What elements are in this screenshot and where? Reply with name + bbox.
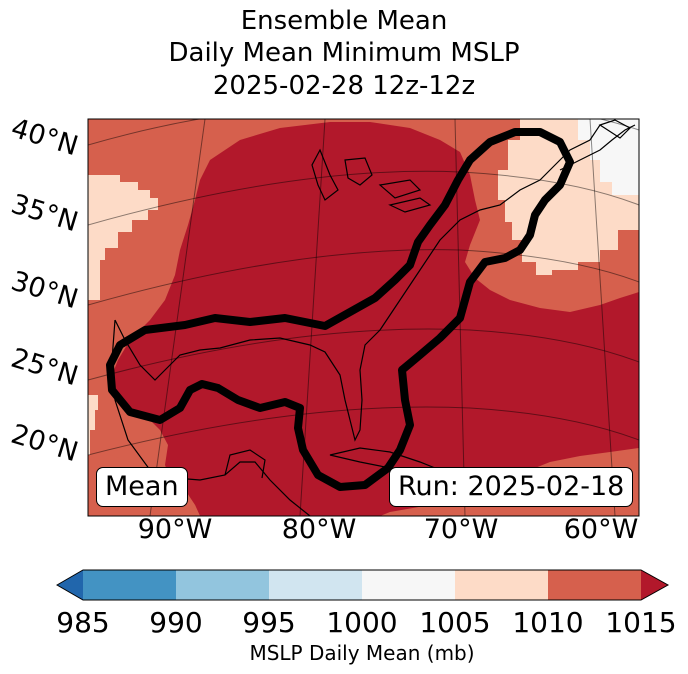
colorbar-segment-1000-1005 [362,570,455,600]
mean-label: Mean [96,467,188,507]
graticule [88,119,639,516]
colorbar-tick-1005: 1005 [419,606,491,639]
region-1005-1010-west [88,175,158,300]
run-date-label: Run: 2025-02-18 [389,467,634,507]
great-lakes [311,148,432,213]
colorbar-segment-995-1000 [269,570,362,600]
colorbar-segment-1005-1010 [455,570,548,600]
yucatan [224,449,266,479]
map-frame [87,118,640,517]
longitude-line-90 [149,119,206,516]
colorbar-segment-985-990 [83,570,176,600]
chart-title-line2: Daily Mean Minimum MSLP [168,38,520,68]
colorbar-label: MSLP Daily Mean (mb) [249,641,475,665]
lon-label-90w: 90°W [137,514,213,545]
lon-label-80w: 80°W [281,514,357,545]
lon-label-70w: 70°W [423,514,499,545]
longitude-line-60 [589,119,616,516]
lon-label-60w: 60°W [563,514,639,545]
mslp-contour [106,128,574,491]
region-gt1015 [110,122,639,516]
latitude-line-40 [88,119,639,146]
latitude-line-35 [88,170,639,226]
map-area [88,119,639,516]
gulf-coast [114,124,601,442]
chart-title-line1: Ensemble Mean [240,6,448,36]
latitude-line-20 [88,406,639,456]
latitude-line-30 [88,249,639,306]
colorbar-tick-1000: 1000 [326,606,398,639]
colorbar-tick-985: 985 [56,606,110,639]
colorbar-segment-1010-1015 [548,570,641,600]
colorbar [55,569,670,601]
colorbar-outline [55,569,670,601]
latitude-line-25 [88,328,639,381]
colorbar-segment-lt985 [57,570,83,600]
colorbar-segment-990-995 [176,570,269,600]
colorbar-tick-990: 990 [149,606,203,639]
nova-scotia [559,124,636,171]
mexico-coast [111,319,311,516]
colorbar-tick-1015: 1015 [605,606,677,639]
coastlines [111,119,636,516]
region-1000-1005 [578,119,639,195]
newfoundland [598,119,631,139]
region-1005-1010-southwest [88,395,98,455]
colorbar-segment-gt1015 [641,570,668,600]
colorbar-tick-1010: 1010 [512,606,584,639]
chart-title-line3: 2025-02-28 12z-12z [212,71,476,101]
colorbar-tick-995: 995 [242,606,296,639]
